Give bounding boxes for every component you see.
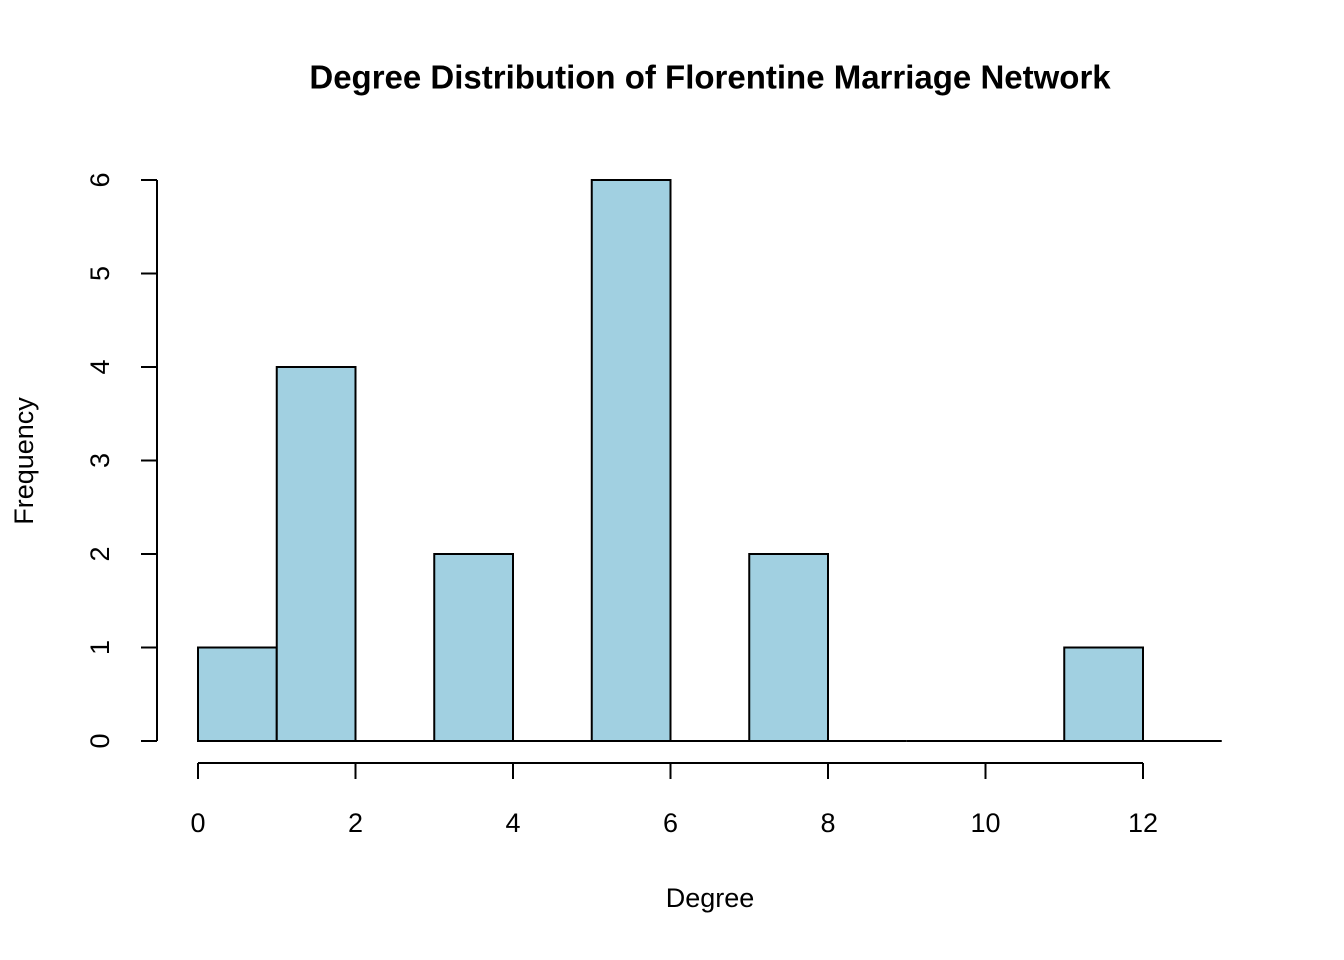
y-axis-label: Frequency xyxy=(9,397,39,525)
x-tick-label: 12 xyxy=(1128,808,1158,838)
x-tick-label: 0 xyxy=(190,808,205,838)
y-tick-label: 3 xyxy=(85,453,115,468)
chart-title: Degree Distribution of Florentine Marria… xyxy=(309,59,1111,96)
x-tick-label: 4 xyxy=(505,808,520,838)
x-tick-label: 6 xyxy=(663,808,678,838)
x-tick-label: 2 xyxy=(348,808,363,838)
y-tick-label: 6 xyxy=(85,172,115,187)
bar xyxy=(748,553,829,742)
bar xyxy=(275,366,357,742)
y-tick-label: 2 xyxy=(85,546,115,561)
bar xyxy=(1063,646,1144,742)
y-tick-label: 1 xyxy=(85,640,115,655)
y-tick-label: 4 xyxy=(85,359,115,374)
x-tick-label: 8 xyxy=(820,808,835,838)
x-axis-label: Degree xyxy=(666,883,755,913)
x-tick-label: 10 xyxy=(970,808,1000,838)
bar xyxy=(590,179,672,742)
bar xyxy=(433,553,514,742)
y-tick-label: 0 xyxy=(85,733,115,748)
bar xyxy=(197,646,278,742)
y-tick-label: 5 xyxy=(85,266,115,281)
